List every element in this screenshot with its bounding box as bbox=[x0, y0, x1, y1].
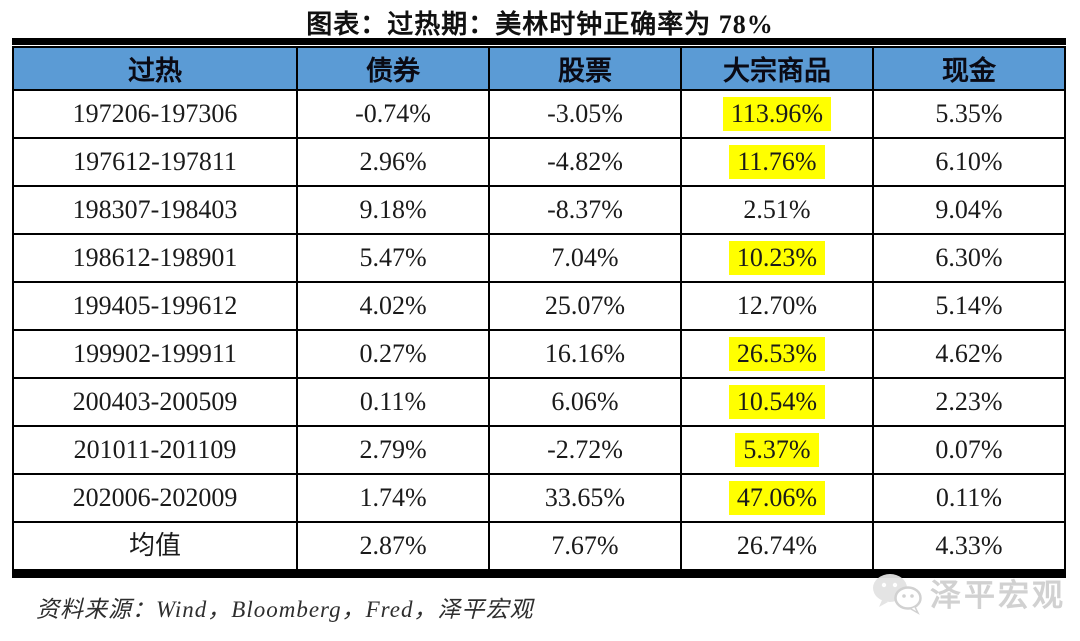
table-row: 197612-197811 2.96% -4.82% 11.76% 6.10% bbox=[11, 137, 1067, 187]
period-cell: 202006-202009 bbox=[11, 473, 299, 523]
stock-cell: 7.04% bbox=[488, 233, 682, 283]
chart-title: 图表：过热期：美林时钟正确率为 78% bbox=[306, 10, 774, 39]
period-cell: 197206-197306 bbox=[11, 89, 299, 139]
stock-cell: -8.37% bbox=[488, 185, 682, 235]
header-commodities: 大宗商品 bbox=[680, 46, 874, 91]
header-overheat: 过热 bbox=[11, 46, 299, 91]
commodity-cell: 12.70% bbox=[680, 281, 874, 331]
table-row: 202006-202009 1.74% 33.65% 47.06% 0.11% bbox=[11, 473, 1067, 523]
table-row: 201011-201109 2.79% -2.72% 5.37% 0.07% bbox=[11, 425, 1067, 475]
stock-cell: -3.05% bbox=[488, 89, 682, 139]
table-row: 200403-200509 0.11% 6.06% 10.54% 2.23% bbox=[11, 377, 1067, 427]
bond-cell: -0.74% bbox=[296, 89, 491, 139]
commodity-cell: 2.51% bbox=[680, 185, 874, 235]
cash-cell: 5.35% bbox=[871, 89, 1067, 139]
stock-cell: 33.65% bbox=[488, 473, 682, 523]
period-cell: 200403-200509 bbox=[11, 377, 299, 427]
period-cell: 199405-199612 bbox=[11, 281, 299, 331]
period-cell: 198307-198403 bbox=[11, 185, 299, 235]
period-cell: 201011-201109 bbox=[11, 425, 299, 475]
bond-cell: 4.02% bbox=[296, 281, 491, 331]
stock-cell: 6.06% bbox=[488, 377, 682, 427]
table-bottom-rule bbox=[12, 571, 1066, 578]
commodity-cell: 5.37% bbox=[680, 425, 874, 475]
commodity-cell: 113.96% bbox=[680, 89, 874, 139]
period-cell: 均值 bbox=[11, 521, 299, 571]
table-row: 199902-199911 0.27% 16.16% 26.53% 4.62% bbox=[11, 329, 1067, 379]
cash-cell: 4.33% bbox=[871, 521, 1067, 571]
source-note: 资料来源：Wind，Bloomberg，Fred，泽平宏观 bbox=[36, 597, 534, 622]
table-row: 均值 2.87% 7.67% 26.74% 4.33% bbox=[11, 521, 1067, 571]
bond-cell: 0.11% bbox=[296, 377, 491, 427]
table-body: 197206-197306 -0.74% -3.05% 113.96% 5.35… bbox=[11, 89, 1067, 571]
watermark-label: 泽平宏观 bbox=[930, 578, 1066, 613]
header-stocks: 股票 bbox=[488, 46, 682, 91]
bond-cell: 1.74% bbox=[296, 473, 491, 523]
table-row: 198612-198901 5.47% 7.04% 10.23% 6.30% bbox=[11, 233, 1067, 283]
bond-cell: 5.47% bbox=[296, 233, 491, 283]
header-bonds: 债券 bbox=[296, 46, 491, 91]
commodity-cell: 26.74% bbox=[680, 521, 874, 571]
bond-cell: 9.18% bbox=[296, 185, 491, 235]
commodity-cell: 47.06% bbox=[680, 473, 874, 523]
commodity-cell: 26.53% bbox=[680, 329, 874, 379]
table-row: 199405-199612 4.02% 25.07% 12.70% 5.14% bbox=[11, 281, 1067, 331]
period-cell: 198612-198901 bbox=[11, 233, 299, 283]
bond-cell: 2.87% bbox=[296, 521, 491, 571]
bond-cell: 0.27% bbox=[296, 329, 491, 379]
header-cash: 现金 bbox=[871, 46, 1067, 91]
commodity-cell: 11.76% bbox=[680, 137, 874, 187]
cash-cell: 5.14% bbox=[871, 281, 1067, 331]
cash-cell: 6.30% bbox=[871, 233, 1067, 283]
table-header-row: 过热 债券 股票 大宗商品 现金 bbox=[11, 46, 1067, 91]
stock-cell: 25.07% bbox=[488, 281, 682, 331]
wechat-icon bbox=[870, 571, 922, 615]
stock-cell: 16.16% bbox=[488, 329, 682, 379]
stock-cell: -2.72% bbox=[488, 425, 682, 475]
commodity-cell: 10.54% bbox=[680, 377, 874, 427]
period-cell: 199902-199911 bbox=[11, 329, 299, 379]
table-top-rule bbox=[12, 38, 1066, 45]
bond-cell: 2.79% bbox=[296, 425, 491, 475]
table-row: 197206-197306 -0.74% -3.05% 113.96% 5.35… bbox=[11, 89, 1067, 139]
table-row: 198307-198403 9.18% -8.37% 2.51% 9.04% bbox=[11, 185, 1067, 235]
cash-cell: 9.04% bbox=[871, 185, 1067, 235]
cash-cell: 4.62% bbox=[871, 329, 1067, 379]
stock-cell: 7.67% bbox=[488, 521, 682, 571]
stock-cell: -4.82% bbox=[488, 137, 682, 187]
data-table-container: 过热 债券 股票 大宗商品 现金 197206-197306 -0.74% -3… bbox=[11, 38, 1067, 578]
period-cell: 197612-197811 bbox=[11, 137, 299, 187]
merrill-clock-table: 过热 债券 股票 大宗商品 现金 197206-197306 -0.74% -3… bbox=[11, 46, 1067, 571]
brand-watermark: 泽平宏观 bbox=[870, 570, 1066, 615]
commodity-cell: 10.23% bbox=[680, 233, 874, 283]
cash-cell: 0.11% bbox=[871, 473, 1067, 523]
cash-cell: 2.23% bbox=[871, 377, 1067, 427]
cash-cell: 6.10% bbox=[871, 137, 1067, 187]
bond-cell: 2.96% bbox=[296, 137, 491, 187]
cash-cell: 0.07% bbox=[871, 425, 1067, 475]
